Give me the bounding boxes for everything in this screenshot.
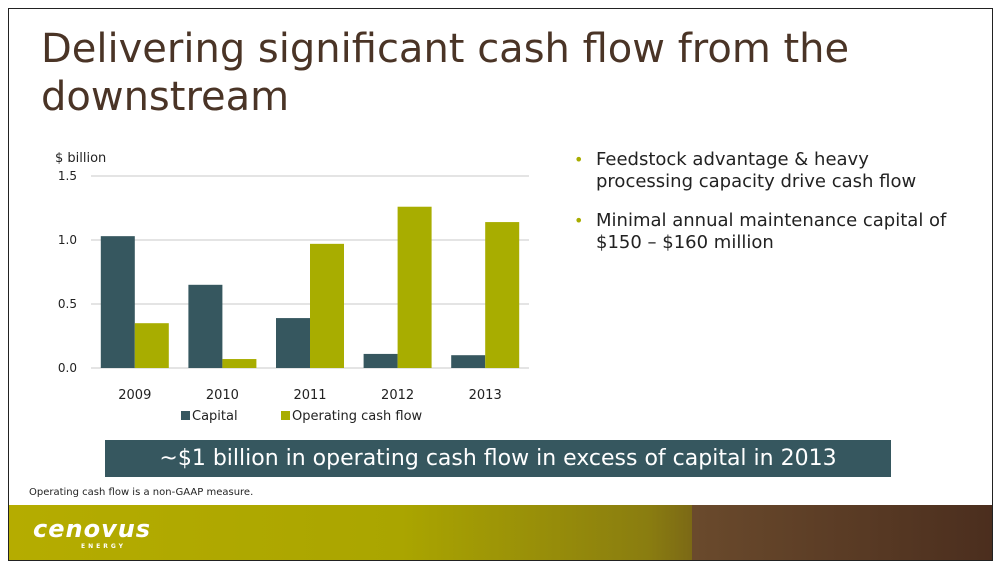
- legend-label: Capital: [192, 409, 238, 424]
- legend-label: Operating cash flow: [292, 409, 423, 424]
- x-tick-label: 2013: [469, 388, 502, 403]
- bar-capital: [363, 353, 398, 368]
- footnote: Operating cash flow is a non-GAAP measur…: [29, 487, 254, 498]
- y-tick-label: 0.5: [58, 297, 77, 311]
- bar-operating-cash-flow: [485, 222, 520, 368]
- bullet-list: • Feedstock advantage & heavy processing …: [571, 149, 971, 271]
- y-tick-label: 0.0: [58, 361, 77, 375]
- bar-chart: $ billion 0.0 0.5 1.0 1.5 2009 2010 2011 2012 201…: [55, 151, 529, 424]
- bar-capital: [451, 355, 486, 368]
- bullet-item: • Minimal annual maintenance capital of $…: [571, 210, 971, 254]
- bar-operating-cash-flow: [310, 243, 344, 368]
- footer-bar: cenovus ENERGY: [9, 505, 992, 560]
- slide-title: Delivering significant cash flow from th…: [41, 26, 850, 120]
- y-tick-label: 1.0: [58, 233, 77, 247]
- footer-dark-panel: [692, 505, 992, 560]
- bar-operating-cash-flow: [222, 359, 257, 368]
- bar-capital: [100, 236, 135, 368]
- x-tick-label: 2009: [118, 388, 151, 403]
- cenovus-logo: cenovus: [33, 515, 152, 543]
- x-tick-label: 2012: [381, 388, 414, 403]
- x-tick-label: 2010: [206, 388, 239, 403]
- bullet-item: • Feedstock advantage & heavy processing …: [571, 149, 971, 193]
- slide: Delivering significant cash flow from th…: [8, 8, 993, 561]
- bar-capital: [276, 318, 310, 368]
- bar-capital: [188, 284, 223, 368]
- logo-subtext: ENERGY: [81, 543, 126, 550]
- bar-operating-cash-flow: [134, 323, 169, 368]
- legend-swatch: [281, 411, 290, 420]
- bullet-text: Minimal annual maintenance capital of $1…: [596, 210, 947, 253]
- bullet-text: Feedstock advantage & heavy processing c…: [596, 149, 917, 192]
- bullet-dot-icon: •: [574, 211, 584, 230]
- bullet-dot-icon: •: [574, 150, 584, 169]
- bar-operating-cash-flow: [397, 206, 432, 368]
- highlight-banner: ~$1 billion in operating cash flow in ex…: [105, 440, 891, 477]
- y-tick-label: 1.5: [58, 169, 77, 183]
- legend-swatch: [181, 411, 190, 420]
- y-axis-label: $ billion: [55, 151, 106, 166]
- x-tick-label: 2011: [293, 388, 326, 403]
